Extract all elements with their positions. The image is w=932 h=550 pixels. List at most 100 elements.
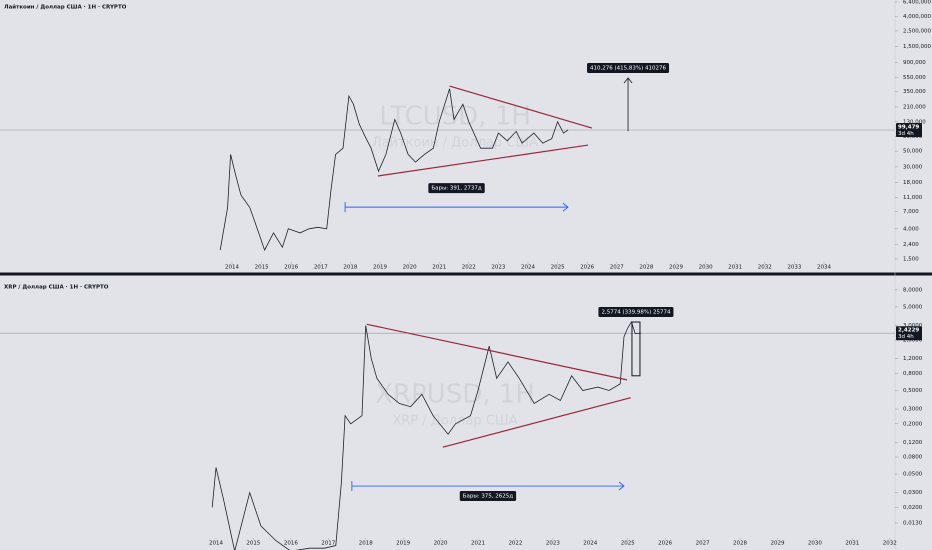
y-tick-label: 1,500 — [903, 256, 919, 262]
x-tick-label: 2017 — [314, 265, 328, 271]
y-tick-label: 0,0130 — [903, 521, 923, 527]
y-tick-label: 2,500,000 — [903, 28, 931, 34]
y-tick-label: 1,2000 — [903, 356, 923, 362]
x-tick-label: 2032 — [758, 265, 772, 271]
trendline — [377, 144, 589, 177]
x-tick-label: 2027 — [610, 265, 624, 271]
x-tick-label: 2017 — [321, 541, 335, 547]
x-tick-label: 2026 — [658, 541, 672, 547]
y-tick-label: 11,000 — [903, 195, 923, 201]
countdown-label: 3d 4h — [898, 131, 914, 137]
trendline — [442, 397, 631, 448]
x-tick-label: 2029 — [669, 265, 683, 271]
y-tick-label: 8,0000 — [903, 287, 923, 293]
y-tick-label: 0,8000 — [903, 371, 923, 377]
chart-title: Лайткоин / Доллар США · 1Н · CRYPTO — [4, 4, 127, 11]
y-tick-label: 130,000 — [903, 119, 926, 125]
x-tick-label: 2016 — [284, 265, 298, 271]
range-label: Бары: 375, 2625д — [463, 494, 514, 500]
y-tick-label: 0,5000 — [903, 388, 923, 394]
x-tick-label: 2019 — [396, 541, 410, 547]
y-tick-label: 350,000 — [903, 89, 926, 95]
y-tick-label: 0,2000 — [903, 421, 923, 427]
x-tick-label: 2016 — [284, 541, 298, 547]
x-tick-label: 2023 — [491, 265, 505, 271]
y-tick-label: 80,000 — [903, 134, 923, 140]
y-tick-label: 0,3000 — [903, 407, 923, 413]
x-tick-label: 2027 — [696, 541, 710, 547]
measure-box — [631, 321, 641, 377]
x-tick-label: 2028 — [639, 265, 653, 271]
y-tick-label: 900,000 — [903, 60, 926, 66]
y-tick-label: 0,0800 — [903, 455, 923, 461]
range-label: Бары: 391, 2737д — [431, 186, 482, 192]
y-tick-label: 18,000 — [903, 180, 923, 186]
measure-label: 410,276 (415,83%) 410276 — [590, 65, 666, 71]
watermark: Лайткоин / Доллар США — [372, 136, 538, 151]
price-line — [211, 321, 641, 550]
x-tick-label: 2030 — [699, 265, 713, 271]
countdown-label: 3d 4h — [898, 334, 914, 340]
measure-label-box — [598, 307, 674, 318]
x-tick-label: 2031 — [845, 541, 859, 547]
range-label-box — [428, 183, 485, 194]
y-tick-label: 7,000 — [903, 209, 919, 215]
y-tick-label: 4,000 — [903, 226, 919, 232]
y-tick-label: 0,0300 — [903, 490, 923, 496]
y-tick-label: 6,400,000 — [903, 0, 931, 5]
x-tick-label: 2018 — [343, 265, 357, 271]
y-tick-label: 30,000 — [903, 164, 923, 170]
x-tick-label: 2029 — [770, 541, 784, 547]
x-tick-label: 2022 — [462, 265, 476, 271]
x-tick-label: 2019 — [373, 265, 387, 271]
price-line — [219, 88, 569, 252]
y-tick-label: 2,0000 — [903, 338, 923, 344]
last-price-label: 99,479 — [898, 125, 919, 131]
trendline — [366, 323, 628, 381]
x-tick-label: 2015 — [246, 541, 260, 547]
x-tick-label: 2018 — [359, 541, 373, 547]
y-tick-label: 5,0000 — [903, 304, 923, 310]
x-tick-label: 2026 — [580, 265, 594, 271]
range-label-box — [459, 491, 517, 502]
x-tick-label: 2025 — [551, 265, 565, 271]
y-tick-label: 3,0000 — [903, 323, 923, 329]
x-tick-label: 2021 — [432, 265, 446, 271]
x-tick-label: 2021 — [471, 541, 485, 547]
chart-title: XRP / Доллар США · 1Н · CRYPTO — [4, 285, 109, 291]
x-tick-label: 2025 — [621, 541, 635, 547]
x-tick-label: 2032 — [883, 541, 897, 547]
y-tick-label: 1,500,000 — [903, 44, 931, 50]
watermark: XRP / Доллар США — [392, 414, 517, 429]
x-tick-label: 2015 — [255, 265, 269, 271]
last-price-box — [896, 326, 922, 341]
y-tick-label: 0,0500 — [903, 472, 923, 478]
y-tick-label: 550,000 — [903, 75, 926, 81]
y-tick-label: 4,000,000 — [903, 14, 931, 20]
x-tick-label: 2031 — [728, 265, 742, 271]
x-tick-label: 2023 — [546, 541, 560, 547]
x-tick-label: 2024 — [583, 541, 597, 547]
y-tick-label: 0,0200 — [903, 505, 923, 511]
last-price-label: 2,4229 — [898, 328, 919, 334]
x-tick-label: 2028 — [733, 541, 747, 547]
last-price-box — [896, 123, 922, 138]
y-tick-label: 50,000 — [903, 149, 923, 155]
x-tick-label: 2014 — [209, 541, 223, 547]
y-tick-label: 2,400 — [903, 242, 919, 248]
x-tick-label: 2030 — [808, 541, 822, 547]
range-arrow — [351, 481, 625, 492]
x-tick-label: 2014 — [225, 265, 239, 271]
range-arrow — [344, 202, 569, 213]
measure-label-box — [587, 62, 670, 73]
watermark: LTCUSD, 1Н — [379, 102, 531, 132]
trendline — [449, 85, 593, 129]
x-tick-label: 2022 — [508, 541, 522, 547]
y-tick-label: 210,000 — [903, 105, 926, 111]
measure-label: 2,5774 (339,98%) 25774 — [601, 310, 671, 316]
x-tick-label: 2020 — [403, 265, 417, 271]
x-tick-label: 2020 — [434, 541, 448, 547]
y-tick-label: 0,1200 — [903, 440, 923, 446]
x-tick-label: 2024 — [521, 265, 535, 271]
